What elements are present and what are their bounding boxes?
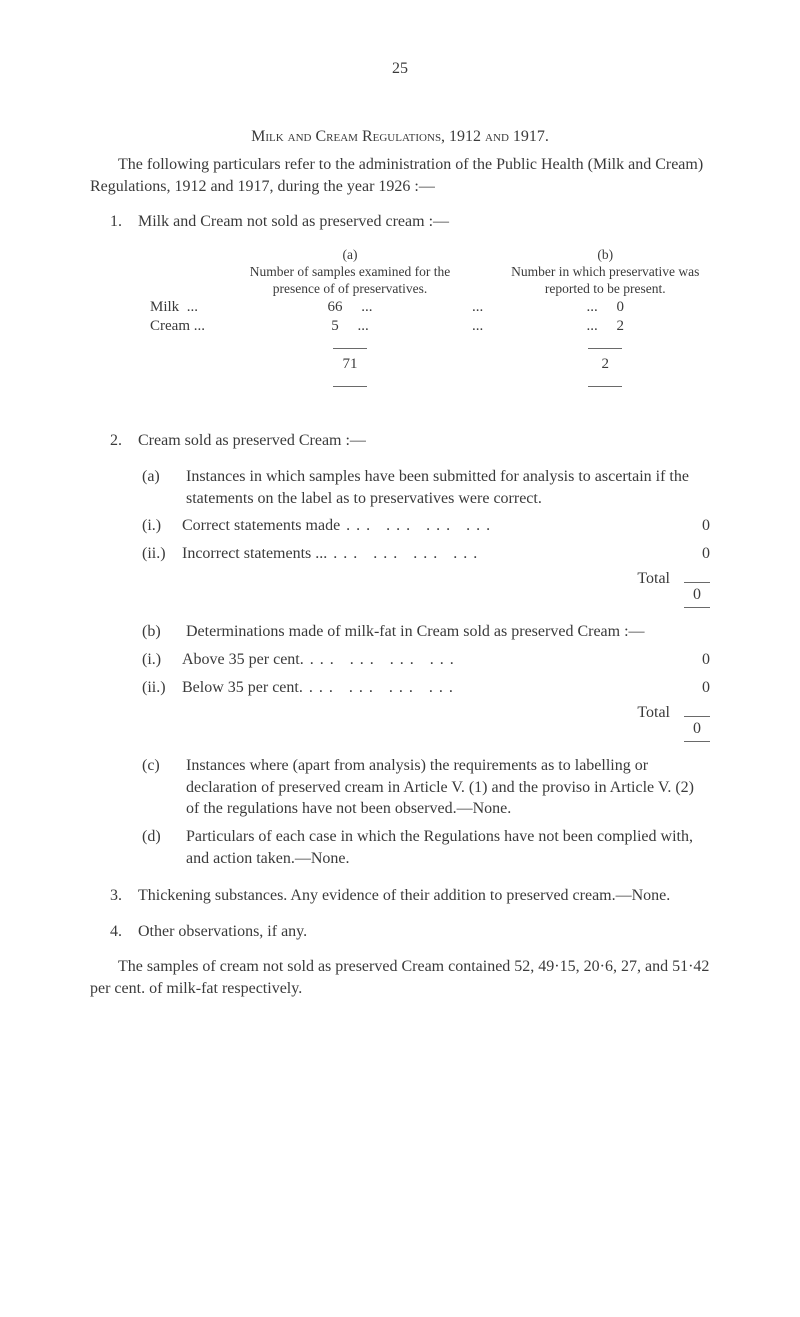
item-2b-i-val: 0 [680, 649, 710, 671]
item-2b-ii-marker: (ii.) [142, 677, 182, 699]
dots: ... ... ... ... [304, 649, 680, 671]
row-a: 66 ... [245, 299, 455, 316]
total-label: Total [637, 570, 670, 588]
row-a: 5 ... [245, 318, 455, 335]
dots: ... ... ... ... [340, 515, 680, 537]
table-head-empty [150, 247, 245, 298]
item-3-text: Thickening substances. Any evidence of t… [138, 887, 670, 904]
row-label: Milk ... [150, 299, 245, 316]
page-number: 25 [90, 60, 710, 78]
item-2d: (d) Particulars of each case in which th… [142, 826, 710, 869]
item-2d-text: Particulars of each case in which the Re… [186, 826, 710, 869]
item-2-text: Cream sold as preserved Cream :— [138, 432, 366, 449]
col-a-text: Number of samples examined for the prese… [245, 264, 455, 298]
item-1: 1.Milk and Cream not sold as preserved c… [110, 211, 710, 233]
item-2c-text: Instances where (apart from analysis) th… [186, 755, 710, 820]
item-3-prefix: 3. [110, 885, 138, 907]
table-col-b-head: (b) Number in which preservative was rep… [500, 247, 710, 298]
item-2b-ii-text: Below 35 per cent. [182, 677, 303, 699]
item-2b-total: Total 0 [142, 704, 710, 745]
col-b-text: Number in which preservative was reporte… [500, 264, 710, 298]
item-2a-i-val: 0 [680, 515, 710, 537]
item-3: 3.Thickening substances. Any evidence of… [110, 885, 710, 907]
item-4-prefix: 4. [110, 921, 138, 943]
item-2b-i-text: Above 35 per cent. [182, 649, 304, 671]
table-col-a-head: (a) Number of samples examined for the p… [245, 247, 455, 298]
item-2d-marker: (d) [142, 826, 186, 869]
item-2b-marker: (b) [142, 621, 186, 643]
row-label: Cream ... [150, 318, 245, 335]
item-2a-marker: (a) [142, 466, 186, 509]
item-2b-ii: (ii.) Below 35 per cent. ... ... ... ...… [142, 677, 710, 699]
table-rule-row [150, 337, 710, 354]
item-2a-ii-marker: (ii.) [142, 543, 182, 565]
item-2c-marker: (c) [142, 755, 186, 820]
table-rule-row [150, 375, 710, 392]
total-b: 2 [500, 356, 710, 373]
item-4: 4.Other observations, if any. [110, 921, 710, 943]
item-2a-ii-val: 0 [680, 543, 710, 565]
col-a-label: (a) [245, 247, 455, 264]
total-label: Total [637, 704, 670, 722]
item-2-prefix: 2. [110, 430, 138, 452]
item-2a-total: Total 0 [142, 570, 710, 611]
table-total-row: 71 2 [150, 356, 710, 373]
item-1-text: Milk and Cream not sold as preserved cre… [138, 213, 449, 230]
item-1-prefix: 1. [110, 211, 138, 233]
total-value: 0 [693, 586, 701, 604]
item-2b-ii-val: 0 [680, 677, 710, 699]
dots: ... ... ... ... [327, 543, 680, 565]
closing-paragraph: The samples of cream not sold as preserv… [90, 956, 710, 999]
item-2: 2.Cream sold as preserved Cream :— [110, 430, 710, 452]
item-2a-i-marker: (i.) [142, 515, 182, 537]
item-2b-text: Determinations made of milk-fat in Cream… [186, 621, 710, 643]
item-2b-i-marker: (i.) [142, 649, 182, 671]
row-b: ... 2 [500, 318, 710, 335]
milk-cream-table: (a) Number of samples examined for the p… [150, 247, 710, 393]
item-2a-ii-text: Incorrect statements ... [182, 543, 327, 565]
table-head-row: (a) Number of samples examined for the p… [150, 247, 710, 298]
intro-paragraph: The following particulars refer to the a… [90, 154, 710, 197]
item-2-nested: (a) Instances in which samples have been… [142, 466, 710, 869]
item-2a-text: Instances in which samples have been sub… [186, 466, 710, 509]
item-2b: (b) Determinations made of milk-fat in C… [142, 621, 710, 643]
item-2a: (a) Instances in which samples have been… [142, 466, 710, 509]
item-2a-i-text: Correct statements made [182, 515, 340, 537]
table-row: Milk ... 66 ... ... ... 0 [150, 299, 710, 316]
table-row: Cream ... 5 ... ... ... 2 [150, 318, 710, 335]
page: 25 Milk and Cream Regulations, 1912 and … [0, 0, 800, 1074]
item-2a-ii: (ii.) Incorrect statements ... ... ... .… [142, 543, 710, 565]
row-b: ... 0 [500, 299, 710, 316]
total-a: 71 [245, 356, 455, 373]
col-b-label: (b) [500, 247, 710, 264]
item-2b-i: (i.) Above 35 per cent. ... ... ... ... … [142, 649, 710, 671]
total-value: 0 [693, 720, 701, 738]
item-2c: (c) Instances where (apart from analysis… [142, 755, 710, 820]
item-2a-i: (i.) Correct statements made ... ... ...… [142, 515, 710, 537]
dots: ... ... ... ... [303, 677, 680, 699]
item-4-text: Other observations, if any. [138, 923, 307, 940]
section-title: Milk and Cream Regulations, 1912 and 191… [90, 128, 710, 146]
